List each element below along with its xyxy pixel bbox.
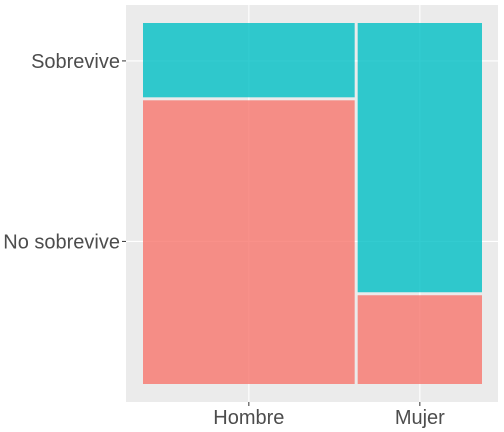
y-tick-label-1: Sobrevive [31, 51, 120, 73]
tile-mujer-no-sobrevive [357, 295, 482, 384]
tile-hombre-no-sobrevive [143, 100, 355, 384]
y-tick-label-0: No sobrevive [3, 231, 120, 253]
mosaic-tiles [143, 23, 482, 384]
tile-hombre-sobrevive [143, 23, 355, 98]
tile-mujer-sobrevive [357, 23, 482, 293]
x-tick-label-mujer: Mujer [395, 407, 445, 429]
x-axis: Hombre Mujer [213, 402, 445, 429]
y-axis: No sobrevive Sobrevive [3, 51, 126, 253]
x-tick-label-hombre: Hombre [213, 407, 284, 429]
